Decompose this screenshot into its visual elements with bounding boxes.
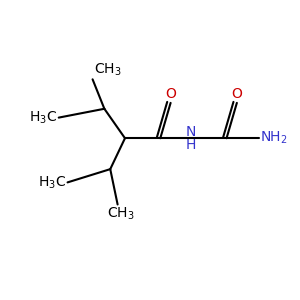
Text: H$_3$C: H$_3$C bbox=[38, 174, 66, 190]
Text: H$_3$C: H$_3$C bbox=[29, 110, 57, 126]
Text: CH$_3$: CH$_3$ bbox=[94, 61, 122, 78]
Text: N
H: N H bbox=[186, 125, 196, 152]
Text: O: O bbox=[165, 87, 176, 101]
Text: CH$_3$: CH$_3$ bbox=[107, 206, 134, 222]
Text: NH$_2$: NH$_2$ bbox=[260, 130, 288, 146]
Text: O: O bbox=[231, 87, 242, 101]
